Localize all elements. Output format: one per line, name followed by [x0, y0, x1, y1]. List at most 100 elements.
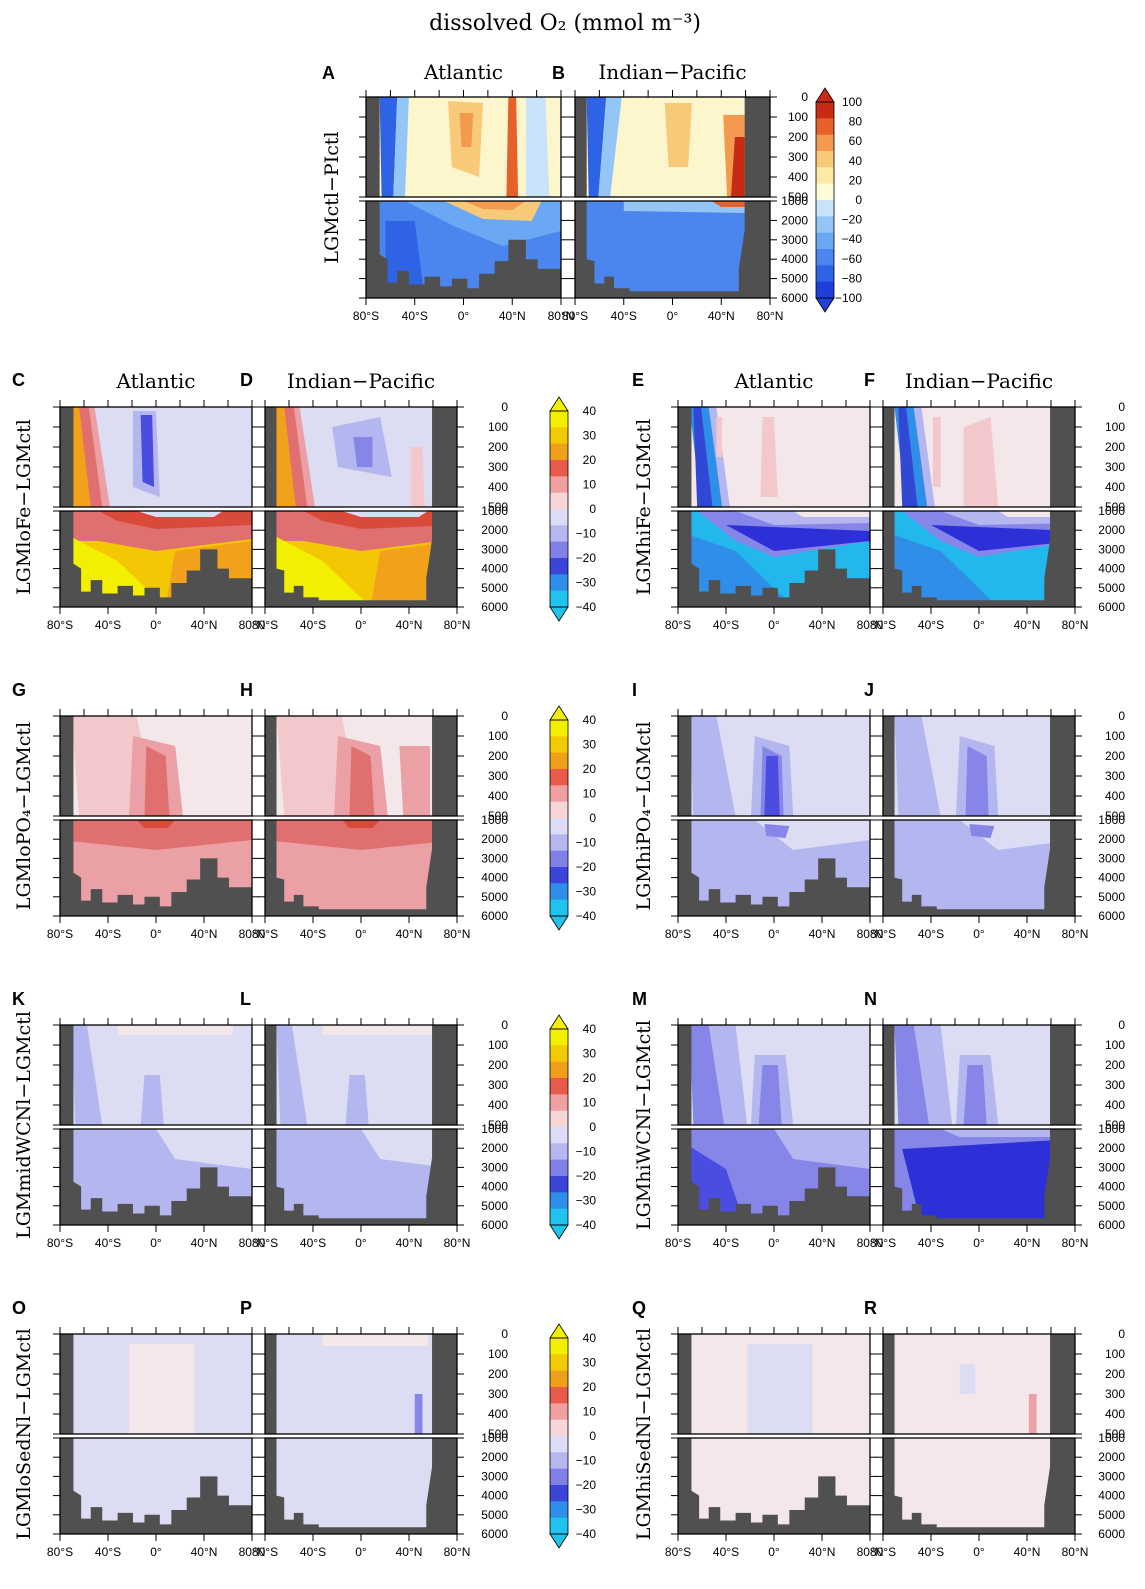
colorbar-label: −40 — [576, 600, 597, 614]
colorbar-swatch — [550, 1370, 568, 1388]
x-tick-label: 40°N — [809, 618, 836, 632]
colorbar-swatch — [550, 541, 568, 559]
land-seafloor-atlantic — [60, 820, 252, 916]
depth-tick-label: 2000 — [1098, 1141, 1125, 1155]
basin-title-indopacific: Indian−Pacific — [905, 369, 1053, 393]
field-deep-upper — [623, 201, 745, 213]
land-north-upper — [1050, 1025, 1075, 1125]
x-tick-label: 0° — [973, 927, 985, 941]
colorbar-label: 10 — [583, 478, 597, 492]
colorbar-label: −10 — [576, 1454, 597, 1468]
field-surface-pos — [322, 1334, 429, 1346]
land-seafloor-atlantic — [366, 201, 561, 298]
panel-group-kl: K L80°S 40°S 0° 40°N 80°N80°S 40°S 0° 40°N 80°N01… — [12, 989, 596, 1250]
x-tick-label: 0° — [150, 1236, 162, 1250]
x-tick-label: 80°S — [665, 927, 691, 941]
colorbar-frame — [549, 719, 569, 917]
x-tick-label: 0° — [150, 1545, 162, 1559]
field-south-mid — [598, 97, 622, 197]
x-tick-label: 80°N — [857, 618, 884, 632]
field-deep-north — [711, 201, 745, 207]
depth-tick-label: 2000 — [481, 832, 508, 846]
x-tick-label: 80°N — [239, 927, 266, 941]
colorbar-swatch — [550, 1208, 568, 1226]
colorbar-swatch — [816, 249, 834, 266]
colorbar-arrow-top — [549, 705, 569, 721]
depth-tick-label: 3000 — [781, 233, 808, 247]
field-tropics-pos — [760, 417, 778, 497]
colorbar-label: −20 — [576, 860, 597, 874]
land-seafloor-indopacific — [883, 820, 1075, 916]
basin-title-indopacific: Indian−Pacific — [598, 60, 746, 84]
colorbar-arrow-bottom — [815, 297, 835, 313]
x-tick-label: 40°S — [95, 1545, 121, 1559]
depth-tick-label: 200 — [1105, 1058, 1125, 1072]
field-south-low — [586, 97, 607, 197]
colorbar-arrow-bottom — [549, 1533, 569, 1549]
colorbar-swatch — [550, 525, 568, 543]
depth-tick-label: 400 — [488, 1098, 508, 1112]
field-south-pos — [716, 417, 723, 457]
colorbar-swatch — [550, 1061, 568, 1079]
x-tick-label: 80°N — [239, 618, 266, 632]
depth-tick-label: 3000 — [1098, 1469, 1125, 1483]
depth-tick-label: 3000 — [481, 1160, 508, 1174]
x-tick-label: 80°N — [239, 1236, 266, 1250]
depth-tick-label: 3000 — [481, 1469, 508, 1483]
x-tick-label: 80°S — [47, 927, 73, 941]
depth-tick-label: 500 — [488, 500, 508, 514]
row-label: LGMhiSedNl−LGMctl — [633, 1328, 655, 1540]
colorbar-frame — [549, 410, 569, 608]
basin-title-atlantic: Atlantic — [116, 369, 196, 393]
depth-tick-label: 100 — [488, 729, 508, 743]
depth-tick-label: 6000 — [481, 1527, 508, 1541]
colorbar-swatch — [550, 509, 568, 526]
x-tick-label: 80°S — [562, 309, 588, 323]
row-label: LGMhiWCNl−LGMctl — [633, 1020, 655, 1230]
x-tick-label: 80°N — [857, 1236, 884, 1250]
x-tick-label: 80°N — [757, 309, 784, 323]
land-seafloor-indopacific — [265, 1438, 457, 1534]
field-south-neg — [689, 1025, 728, 1125]
colorbar-arrow-top — [815, 87, 835, 103]
row-label: LGMmidWCNl−LGMctl — [13, 1011, 35, 1239]
colorbar-swatch — [550, 720, 568, 737]
land-seafloor-indopacific — [265, 820, 457, 916]
field-south-deep-blue — [693, 407, 713, 507]
panel-letter: A — [322, 63, 335, 83]
field-south-neg — [71, 1025, 103, 1125]
depth-tick-label: 0 — [501, 1018, 508, 1032]
depth-tick-label: 500 — [488, 1118, 508, 1132]
land-north-upper — [432, 716, 457, 816]
field-tropics-mid — [758, 1065, 782, 1125]
x-tick-label: 80°S — [665, 1545, 691, 1559]
colorbar-swatch — [550, 769, 568, 786]
colorbar-label: 0 — [589, 811, 596, 825]
colorbar-swatch — [550, 1159, 568, 1177]
depth-tick-label: 6000 — [481, 600, 508, 614]
colorbar-swatch — [550, 1110, 568, 1128]
colorbar-swatch — [550, 899, 568, 917]
depth-tick-label: 5000 — [481, 581, 508, 595]
colorbar-label: 40 — [849, 154, 863, 168]
x-tick-label: 80°N — [548, 309, 575, 323]
depth-tick-label: 4000 — [781, 252, 808, 266]
colorbar-swatch — [550, 411, 568, 428]
colorbar-swatch — [550, 1143, 568, 1161]
basin-title-indopacific: Indian−Pacific — [287, 369, 435, 393]
depth-tick-label: 4000 — [481, 1489, 508, 1503]
field-deep-peak — [136, 820, 176, 828]
depth-tick-label: 6000 — [481, 1218, 508, 1232]
x-tick-label: 80°S — [252, 618, 278, 632]
field-tropics-neg — [345, 1075, 369, 1125]
colorbar-swatch — [550, 1127, 568, 1144]
depth-tick-label: 5000 — [481, 1199, 508, 1213]
colorbar-swatch — [550, 1078, 568, 1095]
depth-tick-label: 100 — [1105, 1038, 1125, 1052]
field-tropics-neg-mid — [353, 437, 373, 467]
land-antarctica-upper — [883, 1025, 895, 1125]
panel-group-mn: M N80°S 40°S 0° 40°N 80°N80°S 40°S 0° 40°N 80°N01… — [632, 989, 1125, 1250]
x-tick-label: 40°S — [918, 1545, 944, 1559]
x-tick-label: 40°S — [95, 927, 121, 941]
field-tropics-pos — [963, 417, 999, 507]
